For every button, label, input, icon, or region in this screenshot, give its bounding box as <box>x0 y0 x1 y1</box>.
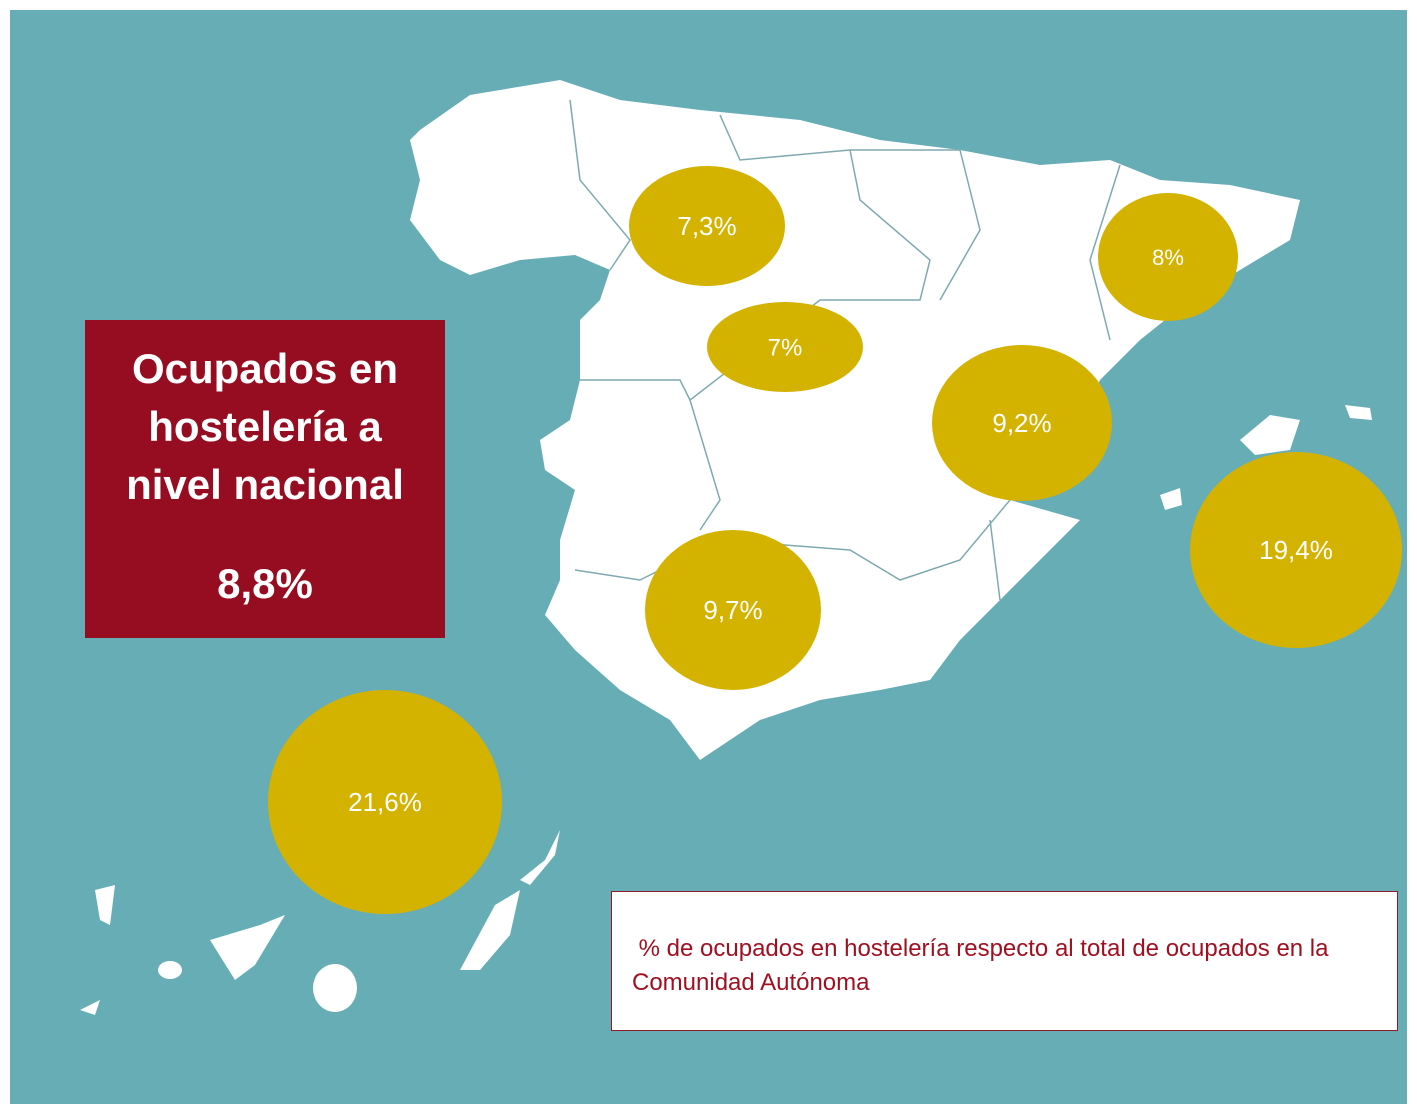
title: Ocupados en hostelería a nivel nacional <box>126 345 404 508</box>
national-value: 8,8% <box>217 560 313 607</box>
peninsula <box>410 80 1300 760</box>
bubble-label: 9,7% <box>703 595 762 625</box>
bubble <box>629 166 785 286</box>
national-box: Ocupados en hostelería a nivel nacional … <box>85 320 445 638</box>
bubble-label: 9,2% <box>992 408 1051 438</box>
bubble <box>268 690 502 914</box>
bubble <box>1098 193 1238 321</box>
bubble <box>645 530 821 690</box>
bubbles <box>268 166 1402 914</box>
islands <box>80 405 1372 1015</box>
region-borders <box>569 99 1121 601</box>
note: % de ocupados en hostelería respecto al … <box>632 935 1336 996</box>
bubble-label: 19,4% <box>1259 535 1333 565</box>
bubble <box>707 302 863 392</box>
bubble-label: 7,3% <box>677 211 736 241</box>
bubble-label: 8% <box>1152 245 1184 270</box>
bubble-label: 7% <box>768 334 803 361</box>
note-box: % de ocupados en hostelería respecto al … <box>611 891 1398 1031</box>
bubble <box>932 345 1112 501</box>
bubble-label: 21,6% <box>348 787 422 817</box>
bubble <box>1190 452 1402 648</box>
